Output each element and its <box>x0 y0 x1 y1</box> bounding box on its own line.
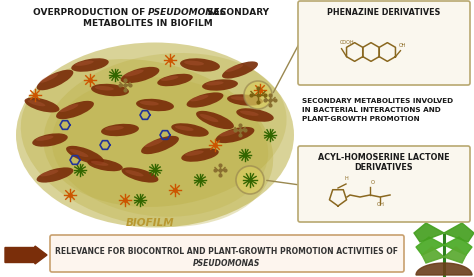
Text: SECONDARY: SECONDARY <box>204 8 269 17</box>
Ellipse shape <box>175 125 194 131</box>
Ellipse shape <box>216 127 255 143</box>
Polygon shape <box>416 237 444 255</box>
Text: PSEUDOMONAS: PSEUDOMONAS <box>193 259 261 268</box>
FancyBboxPatch shape <box>50 235 404 272</box>
Ellipse shape <box>145 139 164 147</box>
Ellipse shape <box>180 58 220 72</box>
Ellipse shape <box>157 74 193 86</box>
Ellipse shape <box>236 166 264 194</box>
Ellipse shape <box>227 94 263 106</box>
Ellipse shape <box>244 81 272 109</box>
Ellipse shape <box>231 96 248 101</box>
Ellipse shape <box>184 61 204 65</box>
Polygon shape <box>444 237 472 255</box>
Text: OH: OH <box>377 202 385 207</box>
Ellipse shape <box>105 126 124 130</box>
Ellipse shape <box>36 136 54 141</box>
Ellipse shape <box>16 42 294 227</box>
Ellipse shape <box>36 167 73 183</box>
FancyArrow shape <box>5 246 47 264</box>
Ellipse shape <box>40 170 58 176</box>
Ellipse shape <box>125 170 144 176</box>
Polygon shape <box>444 223 474 242</box>
FancyBboxPatch shape <box>298 1 470 85</box>
Text: SECONDARY METABOLITES INVOLVED
IN BACTERIAL INTERACTIONS AND
PLANT-GROWTH PROMOT: SECONDARY METABOLITES INVOLVED IN BACTER… <box>302 98 453 122</box>
Ellipse shape <box>219 130 239 137</box>
Ellipse shape <box>70 149 89 157</box>
Ellipse shape <box>124 70 144 76</box>
Ellipse shape <box>36 70 73 90</box>
Ellipse shape <box>56 101 94 119</box>
Ellipse shape <box>202 79 238 91</box>
Ellipse shape <box>236 108 274 122</box>
Ellipse shape <box>95 86 114 91</box>
Text: BIOFILM: BIOFILM <box>126 218 174 228</box>
Text: METABOLITES IN BIOFILM: METABOLITES IN BIOFILM <box>83 19 213 28</box>
Text: COOH: COOH <box>339 40 354 45</box>
Text: OVERPRODUCTION OF: OVERPRODUCTION OF <box>33 8 148 17</box>
Ellipse shape <box>240 111 259 116</box>
Polygon shape <box>414 223 444 242</box>
Ellipse shape <box>206 81 224 85</box>
Ellipse shape <box>187 93 223 107</box>
Ellipse shape <box>66 146 104 164</box>
Ellipse shape <box>40 73 58 83</box>
Ellipse shape <box>25 98 59 112</box>
Text: RELEVANCE FOR BIOCONTROL AND PLANT-GROWTH PROMOTION ACTIVITIES OF: RELEVANCE FOR BIOCONTROL AND PLANT-GROWT… <box>55 247 399 256</box>
Ellipse shape <box>141 136 179 154</box>
Text: O: O <box>371 180 375 185</box>
Ellipse shape <box>190 95 209 101</box>
Ellipse shape <box>52 77 268 217</box>
Ellipse shape <box>200 114 219 122</box>
Ellipse shape <box>71 58 109 72</box>
Ellipse shape <box>222 61 258 79</box>
Ellipse shape <box>32 133 68 147</box>
Polygon shape <box>422 247 444 263</box>
Ellipse shape <box>225 64 243 72</box>
Ellipse shape <box>120 67 159 83</box>
Ellipse shape <box>101 124 139 136</box>
Text: H: H <box>345 176 349 181</box>
Ellipse shape <box>60 104 78 112</box>
Polygon shape <box>416 263 472 275</box>
Ellipse shape <box>91 161 109 166</box>
Ellipse shape <box>196 111 234 129</box>
Text: PSEUDOMONAS: PSEUDOMONAS <box>148 8 227 17</box>
Ellipse shape <box>28 100 46 106</box>
FancyBboxPatch shape <box>298 146 470 222</box>
Ellipse shape <box>136 99 174 111</box>
Ellipse shape <box>44 53 287 207</box>
Ellipse shape <box>75 61 94 66</box>
Ellipse shape <box>185 151 204 156</box>
Ellipse shape <box>21 59 273 227</box>
Ellipse shape <box>171 123 209 137</box>
Ellipse shape <box>122 167 158 183</box>
Ellipse shape <box>91 84 129 96</box>
Ellipse shape <box>140 101 159 106</box>
Polygon shape <box>444 247 466 263</box>
Ellipse shape <box>181 148 219 162</box>
Text: OH: OH <box>399 43 406 48</box>
Ellipse shape <box>161 76 179 81</box>
Text: ACYL-HOMOSERINE LACTONE
DERIVATIVES: ACYL-HOMOSERINE LACTONE DERIVATIVES <box>318 153 450 172</box>
Ellipse shape <box>87 159 123 171</box>
Text: PHENAZINE DERIVATIVES: PHENAZINE DERIVATIVES <box>328 8 441 17</box>
